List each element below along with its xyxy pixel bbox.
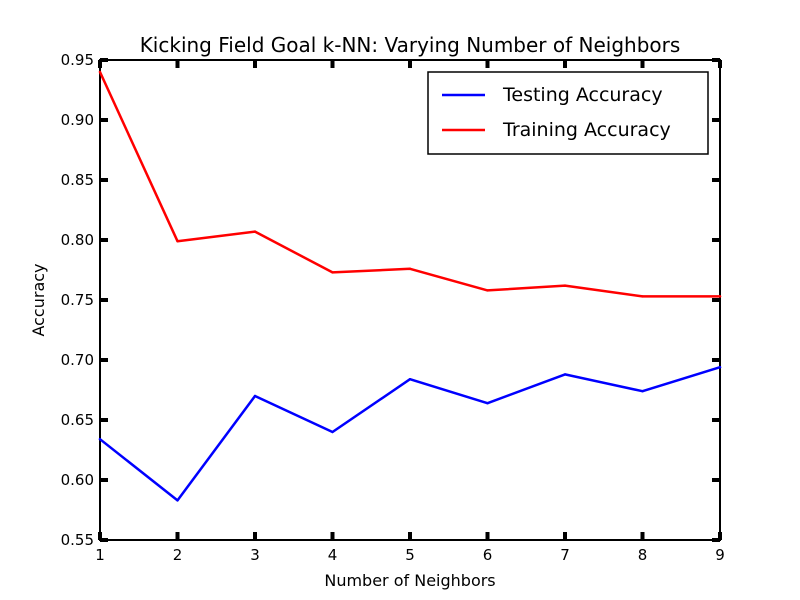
data-point [176,499,179,502]
y-tick-label: 0.85 [61,171,94,189]
legend-label-training: Training Accuracy [502,119,671,141]
data-point [253,394,257,398]
data-point [408,267,412,270]
y-tick-label: 0.70 [61,351,94,369]
legend-label-testing: Testing Accuracy [502,84,663,106]
data-point [98,70,102,74]
x-tick-label: 9 [715,546,725,564]
data-point [331,430,334,434]
data-point [253,230,257,233]
x-tick-label: 6 [483,546,493,564]
data-point [98,438,102,441]
series-group [98,70,722,502]
legend: Testing Accuracy Training Accuracy [427,71,709,155]
data-point [486,402,489,405]
y-tick-label: 0.65 [61,411,94,429]
x-tick-label: 7 [560,546,570,564]
data-point [176,240,179,243]
legend-box [427,71,709,155]
data-point [408,378,412,381]
data-point [718,295,722,298]
x-tick-label: 8 [638,546,648,564]
y-axis-label: Accuracy [29,263,48,336]
data-point [486,289,489,292]
y-tick-label: 0.90 [61,111,94,129]
data-point [331,271,334,274]
data-point [563,373,567,376]
y-tick-label: 0.75 [61,291,94,309]
y-tick-label: 0.55 [61,531,94,549]
x-tick-label: 2 [173,546,183,564]
x-tick-label: 1 [95,546,105,564]
y-axis: 0.55 0.60 0.65 0.70 0.75 0.80 0.85 0.90 0.95 [61,51,720,549]
y-tick-label: 0.60 [61,471,94,489]
chart-title: Kicking Field Goal k-NN: Varying Number … [140,33,681,57]
x-axis: 1 2 3 4 5 6 7 8 9 [95,60,725,564]
x-axis-label: Number of Neighbors [324,571,495,590]
series-line-testing [98,365,722,502]
data-point [641,295,644,298]
data-point [718,366,722,369]
data-point [641,390,644,393]
y-tick-label: 0.95 [61,51,94,69]
x-tick-label: 4 [328,546,338,564]
x-tick-label: 3 [250,546,260,564]
y-tick-label: 0.80 [61,231,94,249]
data-point [563,284,567,287]
x-tick-label: 5 [405,546,415,564]
